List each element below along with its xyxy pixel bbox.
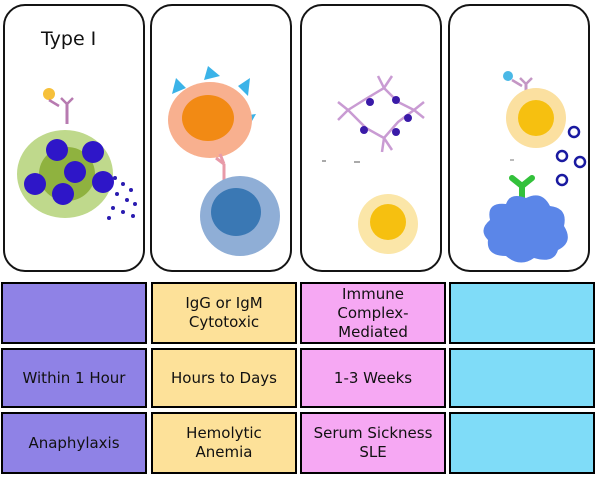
t-cell-antigen-presentation-icon — [483, 71, 587, 263]
card-type-4 — [448, 4, 590, 272]
table-cell: IgG or IgM Cytotoxic — [151, 282, 297, 344]
card-type-3 — [300, 4, 442, 272]
immune-complex-icon — [322, 75, 425, 254]
card-title: Type I — [41, 28, 97, 50]
table-cell: Immune Complex- Mediated — [300, 282, 446, 344]
card-type-1: Type I — [3, 4, 145, 272]
table-cell: Within 1 Hour — [1, 348, 147, 408]
table-cell: 1-3 Weeks — [300, 348, 446, 408]
table-cell: Serum Sickness SLE — [300, 412, 446, 474]
mast-cell-degranulation-icon — [17, 88, 137, 220]
table-cell — [449, 282, 595, 344]
antibody-cell-binding-icon — [168, 66, 280, 256]
table-cell: Hours to Days — [151, 348, 297, 408]
table-cell: Anaphylaxis — [1, 412, 147, 474]
table-cell — [1, 282, 147, 344]
table-cell: Hemolytic Anemia — [151, 412, 297, 474]
table-cell — [449, 348, 595, 408]
table-cell — [449, 412, 595, 474]
card-type-2 — [150, 4, 292, 272]
